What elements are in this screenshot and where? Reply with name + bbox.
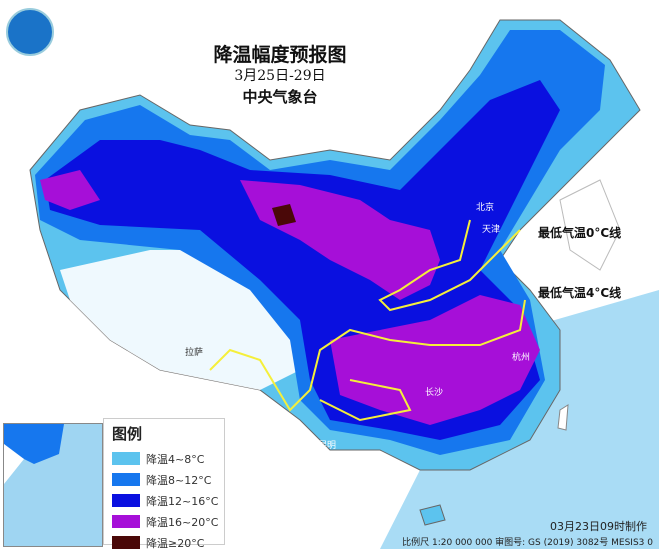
isoline-0c (378, 219, 521, 312)
scale-approval: 比例尺 1:20 000 000 审图号: GS (2019) 3082号 ME… (402, 538, 653, 548)
agency-name: 中央气象台 (242, 88, 318, 106)
city-label: 杭州 (512, 353, 531, 363)
legend-item: 降温≥20°C (112, 532, 224, 553)
legend-label: 降温8~12°C (146, 473, 212, 487)
hainan-island (419, 504, 446, 526)
korea-japan-land (559, 179, 621, 271)
taiwan-island (557, 404, 569, 431)
city-label: 长沙 (425, 388, 444, 398)
city-label: 拉萨 (185, 348, 204, 358)
city-label: 北京 (476, 203, 495, 213)
date-range: 3月25日-29日 (234, 68, 326, 84)
isoline-4c (209, 299, 526, 422)
legend-swatch (112, 473, 140, 486)
legend-label: 降温12~16°C (146, 494, 219, 508)
legend-label: 降温≥20°C (146, 536, 205, 550)
legend-swatch (112, 494, 140, 507)
band-16-20 (40, 170, 100, 210)
legend-swatch (112, 515, 140, 528)
cma-logo (6, 8, 54, 56)
legend-label: 降温4~8°C (146, 452, 205, 466)
legend-title: 图例 (112, 425, 143, 443)
made-time: 03月23日09时制作 (550, 520, 647, 533)
isoline-4c-label: 最低气温4°C线 (538, 286, 622, 300)
sea-area (380, 290, 659, 549)
legend: 图例 降温4~8°C 降温8~12°C 降温12~16°C 降温16~20°C … (103, 418, 225, 550)
city-label: 天津 (482, 225, 501, 235)
legend-item: 降温12~16°C (112, 490, 224, 511)
legend-item: 降温16~20°C (112, 511, 224, 532)
south-china-sea-inset (3, 423, 103, 547)
legend-swatch (112, 452, 140, 465)
isoline-0c-label: 最低气温0°C线 (538, 226, 622, 240)
legend-label: 降温16~20°C (146, 515, 219, 529)
map-title: 降温幅度预报图 (213, 44, 347, 66)
legend-item: 降温4~8°C (112, 448, 224, 469)
legend-swatch (112, 536, 140, 549)
city-label: 昆明 (318, 441, 337, 451)
legend-item: 降温8~12°C (112, 469, 224, 490)
band-16-20 (330, 295, 540, 425)
no-cooling-area (60, 250, 300, 390)
band-ge-20 (272, 204, 296, 226)
